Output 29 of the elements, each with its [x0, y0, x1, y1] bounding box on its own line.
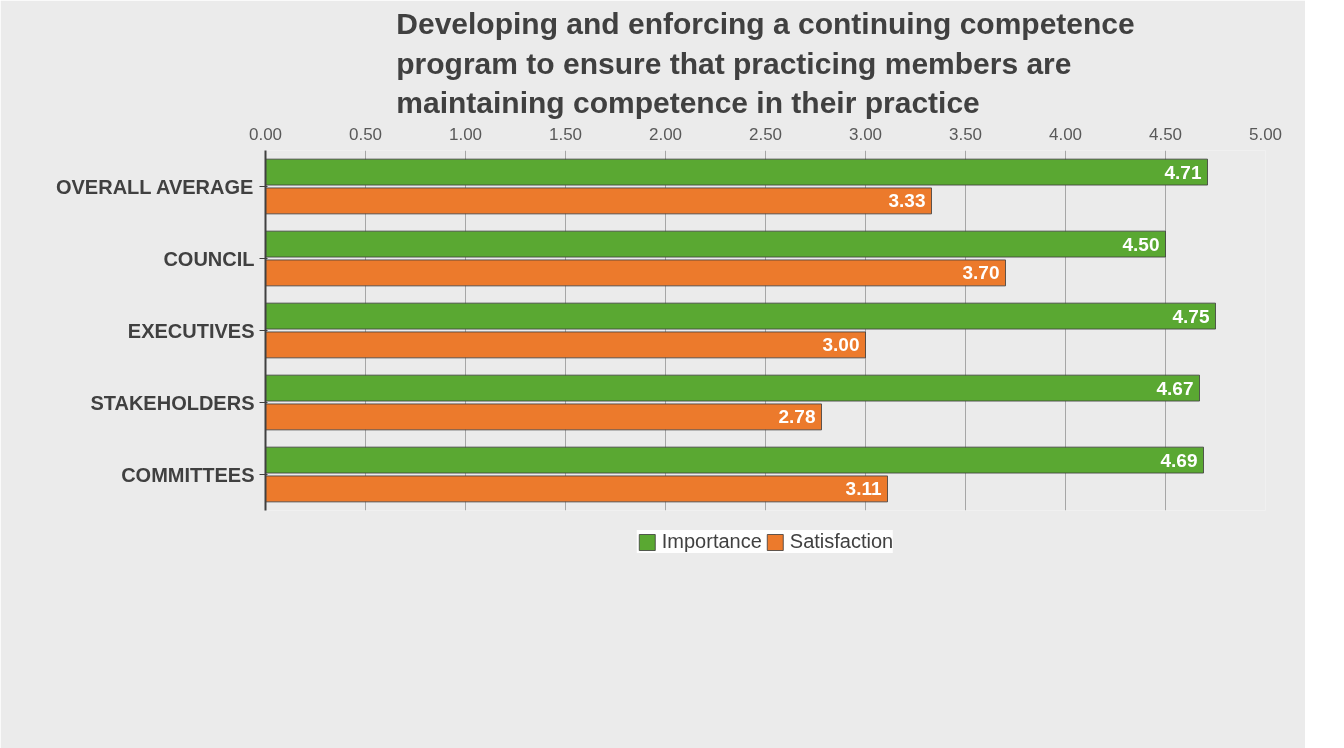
data-label: 3.33 — [888, 190, 926, 212]
data-label: 4.50 — [1122, 233, 1160, 255]
y-tick-label: COMMITTEES — [121, 463, 255, 486]
data-label: 4.69 — [1160, 449, 1198, 471]
data-label: 2.78 — [778, 406, 816, 428]
x-tick-label: 1.50 — [548, 124, 583, 144]
legend-label: Satisfaction — [789, 530, 894, 553]
data-label: 4.75 — [1172, 305, 1210, 327]
x-tick-label: 2.00 — [648, 124, 683, 144]
x-tick-label: 0.00 — [248, 124, 283, 144]
x-tick-label: 2.50 — [748, 124, 783, 144]
data-label: 3.00 — [822, 334, 860, 356]
x-tick-label: 0.50 — [348, 124, 383, 144]
x-tick-label: 3.00 — [848, 124, 883, 144]
x-tick-label: 5.00 — [1248, 124, 1283, 144]
x-tick-label: 3.50 — [948, 124, 983, 144]
data-label: 3.11 — [845, 478, 882, 500]
chart-title: Developing and enforcing a continuing competence program to ensure that practicing members are maintaining competence in their practice — [396, 7, 1135, 120]
legend-label: Importance — [661, 530, 762, 553]
y-tick-label: EXECUTIVES — [127, 319, 255, 342]
y-tick-label: OVERALL AVERAGE — [55, 175, 254, 198]
y-tick-label: STAKEHOLDERS — [90, 391, 255, 414]
x-tick-label: 1.00 — [448, 124, 483, 144]
x-tick-label: 4.00 — [1048, 124, 1083, 144]
x-tick-label: 4.50 — [1148, 124, 1183, 144]
data-label: 4.67 — [1156, 377, 1194, 399]
data-label: 3.70 — [962, 262, 1000, 284]
y-tick-label: COUNCIL — [163, 247, 255, 270]
data-label: 4.71 — [1164, 161, 1202, 183]
